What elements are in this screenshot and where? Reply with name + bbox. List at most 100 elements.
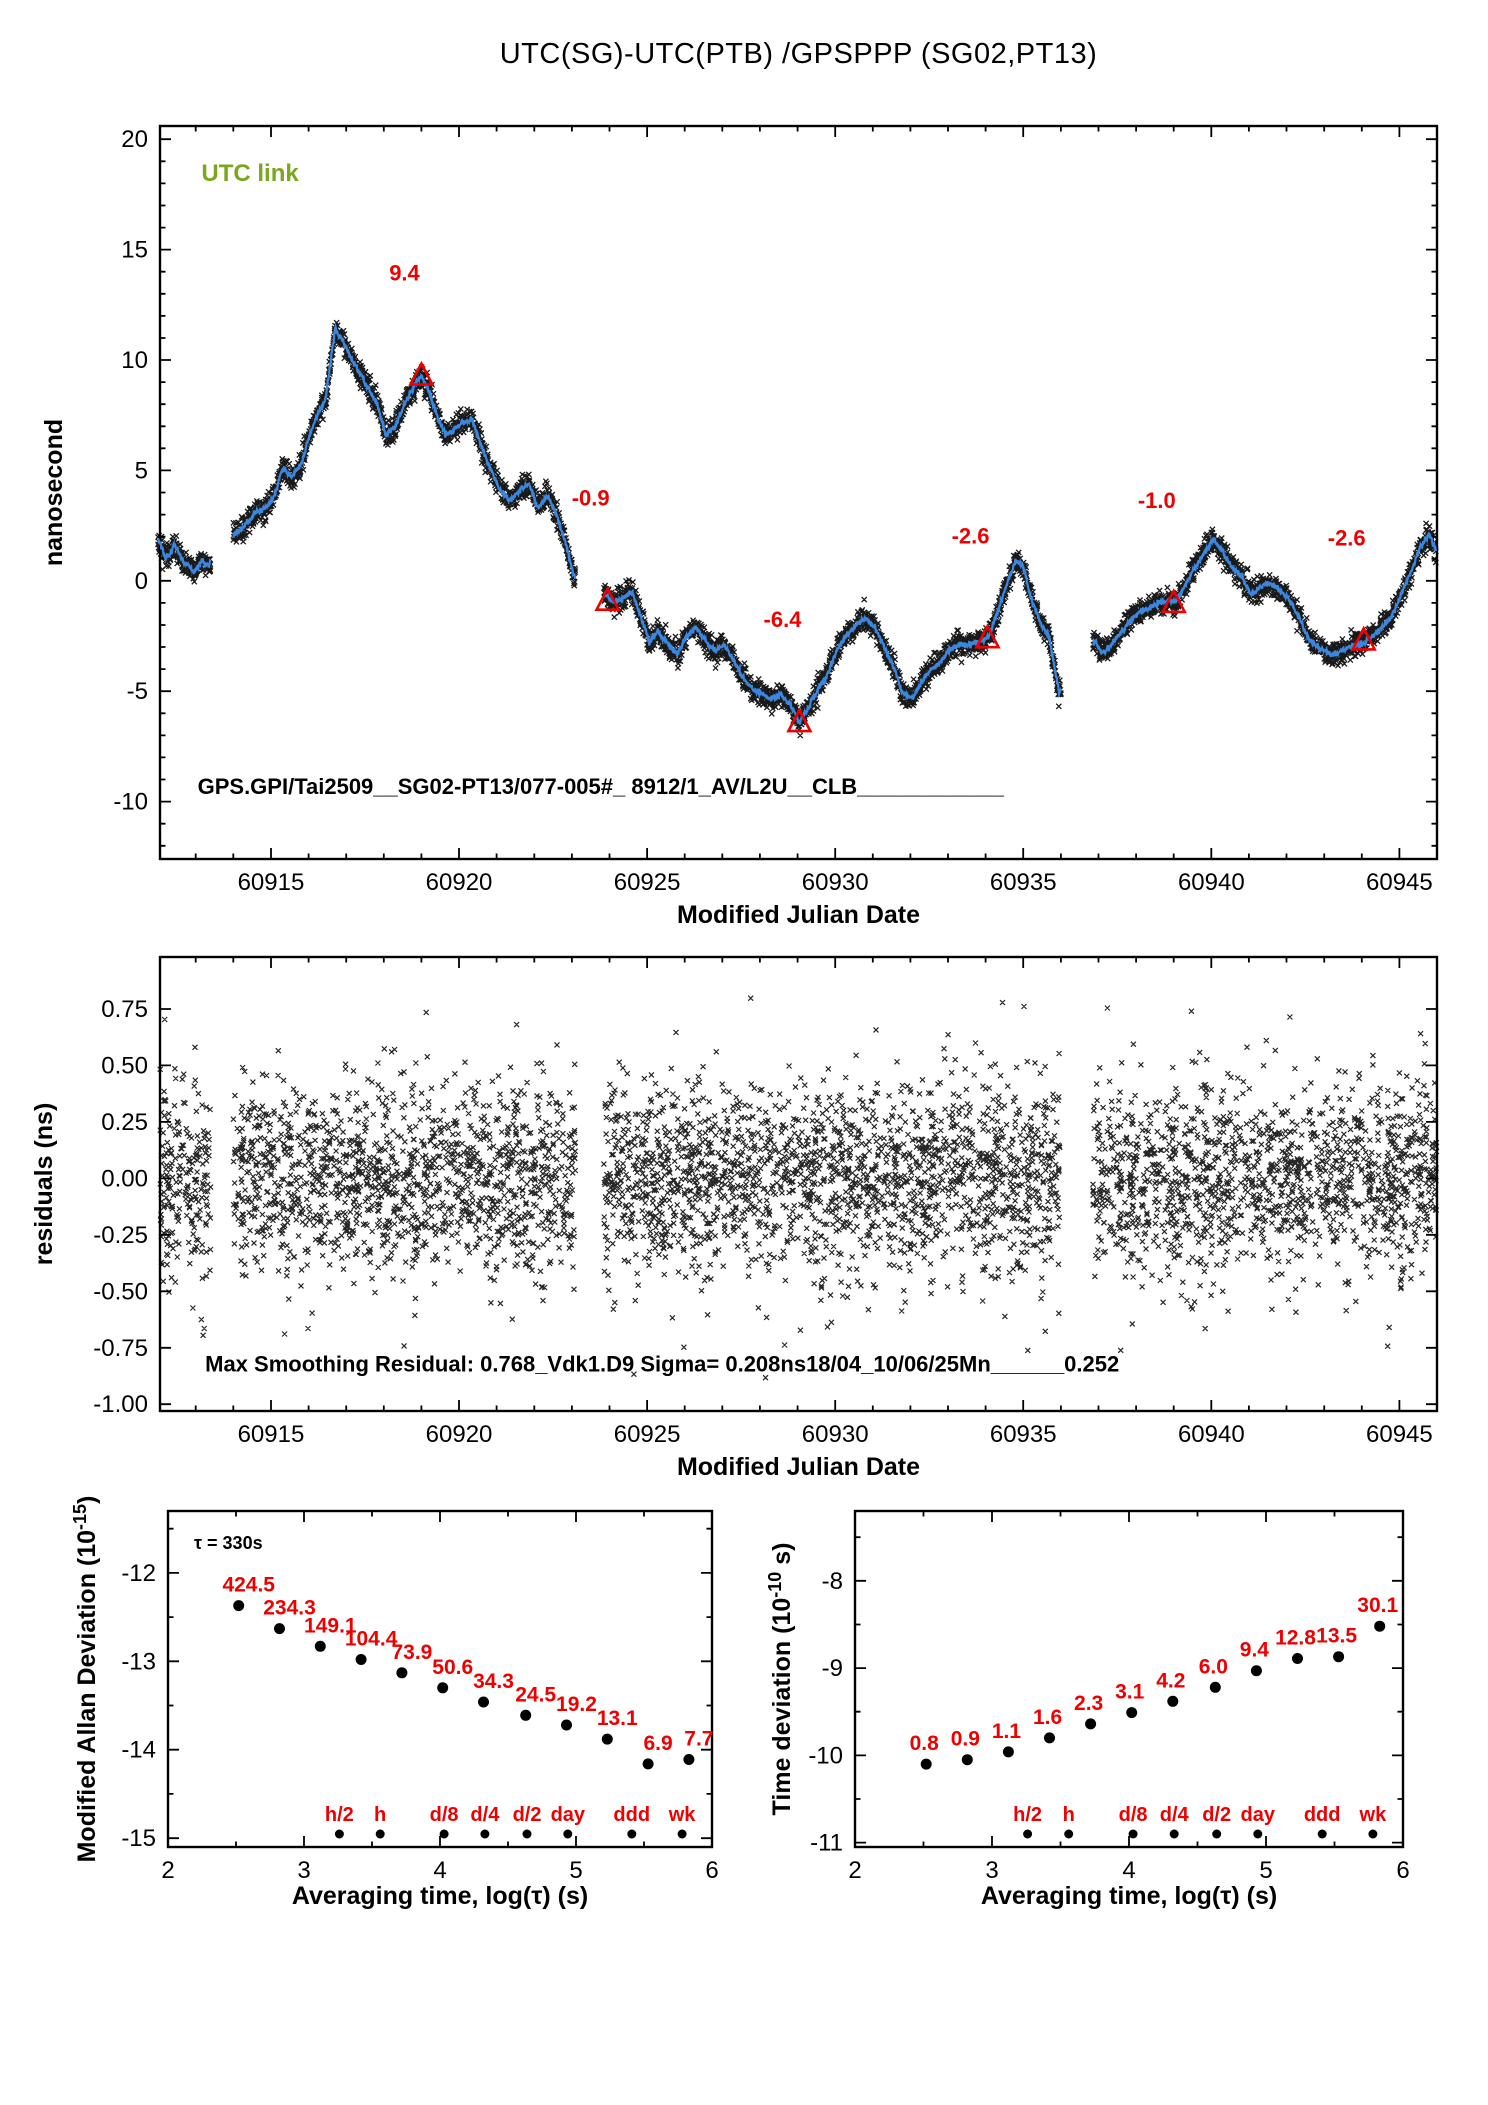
point-value-label: 3.1 <box>1115 1681 1145 1704</box>
x-tick-label: 60935 <box>990 869 1057 896</box>
y-tick-label: 20 <box>121 126 148 153</box>
x-tick-label: 60925 <box>614 1421 681 1448</box>
y-tick-label: -14 <box>121 1737 156 1764</box>
x-tick-label: 2 <box>161 1857 174 1884</box>
point-value-label: 234.3 <box>263 1597 316 1620</box>
time-marker-dot <box>1253 1829 1263 1839</box>
deviation-data-point <box>1209 1681 1221 1693</box>
residuals-frame <box>158 955 1439 1413</box>
smoothed-link-line <box>1092 531 1437 658</box>
time-marker-dot <box>334 1829 344 1839</box>
calibration-triangle-marker <box>408 360 435 386</box>
time-marker-dot <box>375 1829 385 1839</box>
calibration-triangle-marker <box>1160 588 1187 614</box>
chart-title: UTC(SG)-UTC(PTB) /GPSPPP (SG02,PT13) <box>499 38 1098 70</box>
y-tick-label: -0.25 <box>93 1222 148 1249</box>
panel-time-deviation: 2 3 4 5 6 -8 -9 -10 -11 Averaging time, log(τ) (s… <box>765 1509 1410 1910</box>
time-marker-label: d/8 <box>430 1804 459 1826</box>
time-marker-dot <box>677 1829 687 1839</box>
x-tick-label: 3 <box>297 1857 310 1884</box>
deviation-data-point <box>683 1754 695 1765</box>
x-tick-label: 60930 <box>802 1421 869 1448</box>
point-value-label: 0.9 <box>951 1728 980 1751</box>
calibration-value-label: -1.0 <box>1138 488 1176 513</box>
x-tick-label: 5 <box>1259 1857 1272 1884</box>
panel-residuals: 60915 60920 60925 60930 60935 60940 60945 0.75 0… <box>30 955 1440 1481</box>
point-value-label: 149.1 <box>304 1614 357 1637</box>
time-marker-label: h/2 <box>325 1804 354 1826</box>
x-tick-label: 60915 <box>238 869 305 896</box>
time-marker-dot <box>439 1829 449 1839</box>
y-tick-label: 5 <box>135 457 148 484</box>
x-tick-label: 6 <box>1396 1857 1409 1884</box>
y-tick-label: -0.50 <box>93 1278 148 1305</box>
time-marker-dot <box>1064 1829 1074 1839</box>
y-tick-label: -10 <box>808 1742 843 1769</box>
time-marker-dot <box>1368 1829 1378 1839</box>
chart-element: Modified Allan Deviation (10 <box>73 1530 101 1862</box>
deviation-data-point <box>1126 1707 1138 1719</box>
point-value-label: 73.9 <box>391 1641 432 1664</box>
modified-allan-deviation-ticks <box>167 1511 713 1847</box>
chart-element: Time deviation (10 <box>768 1598 796 1816</box>
smoothing-residual-annotation: Max Smoothing Residual: 0.768_Vdk1.D9 Si… <box>205 1351 1119 1376</box>
deviation-data-point <box>601 1733 613 1745</box>
modified-allan-deviation-frame <box>166 1509 714 1849</box>
time-marker-dot <box>1317 1829 1327 1839</box>
time-marker-label: wk <box>668 1804 697 1826</box>
smoothed-link-line <box>603 558 1062 725</box>
point-value-label: 7.7 <box>684 1727 713 1750</box>
smoothed-link-line <box>232 322 577 579</box>
y-tick-label: -9 <box>822 1655 843 1682</box>
time-marker-label: h <box>374 1804 386 1826</box>
x-tick-label: 60920 <box>426 1421 493 1448</box>
point-value-label: 9.4 <box>1240 1639 1270 1662</box>
x-tick-label: 60935 <box>990 1421 1057 1448</box>
y-tick-label: -8 <box>822 1568 843 1595</box>
panel-modified-allan-deviation: 2 3 4 5 6 -12 -13 -14 -15 Averaging time, log(τ) … <box>70 1496 719 1910</box>
x-tick-label: 4 <box>1122 1857 1135 1884</box>
y-tick-label: -0.75 <box>93 1335 148 1362</box>
deviation-data-point <box>355 1654 367 1665</box>
time-marker-label: d/2 <box>1202 1804 1231 1826</box>
point-value-label: 4.2 <box>1156 1669 1185 1692</box>
y-tick-label: -10 <box>113 789 148 816</box>
phase-scatter-markers <box>155 319 1439 739</box>
time-marker-label: h <box>1063 1804 1075 1826</box>
point-value-label: 104.4 <box>345 1628 398 1651</box>
y-tick-label: -12 <box>121 1560 156 1587</box>
y-tick-label: 0.50 <box>101 1052 148 1079</box>
y-tick-label: 0 <box>135 568 148 595</box>
point-value-label: 50.6 <box>432 1656 473 1679</box>
residuals-scatter-markers <box>157 995 1440 1381</box>
y-tick-label: 0.00 <box>101 1165 148 1192</box>
x-tick-label: 60940 <box>1178 1421 1245 1448</box>
point-value-label: 424.5 <box>222 1574 275 1597</box>
y-tick-label: -13 <box>121 1648 156 1675</box>
modified-allan-deviation-y-axis-title: Modified Allan Deviation (10-15) <box>70 1496 101 1863</box>
time-marker-dot <box>480 1829 490 1839</box>
deviation-data-point <box>314 1640 326 1652</box>
deviation-data-point <box>1250 1665 1262 1677</box>
tau-annotation: τ = 330s <box>194 1533 263 1553</box>
calibration-triangle-marker <box>974 623 1001 649</box>
x-tick-label: 4 <box>433 1857 446 1884</box>
time-deviation-frame <box>853 1509 1405 1849</box>
point-value-label: 34.3 <box>473 1670 514 1693</box>
time-marker-label: d/2 <box>513 1804 542 1826</box>
point-value-label: 1.1 <box>992 1720 1022 1743</box>
deviation-data-point <box>1167 1695 1179 1707</box>
deviation-data-point <box>1374 1620 1386 1632</box>
x-tick-label: 2 <box>848 1857 861 1884</box>
point-value-label: 19.2 <box>556 1693 597 1716</box>
deviation-data-point <box>437 1682 449 1694</box>
link-identifier-annotation: GPS.GPI/Tai2509__SG02-PT13/077-005#_ 891… <box>198 774 1005 799</box>
deviation-data-point <box>478 1696 489 1708</box>
deviation-data-point <box>1002 1746 1014 1758</box>
x-tick-label: 60920 <box>426 869 493 896</box>
deviation-data-point <box>233 1600 245 1612</box>
phase-difference-ticks <box>160 126 1438 859</box>
time-marker-label: d/4 <box>1160 1804 1190 1826</box>
calibration-value-label: -0.9 <box>572 486 610 511</box>
